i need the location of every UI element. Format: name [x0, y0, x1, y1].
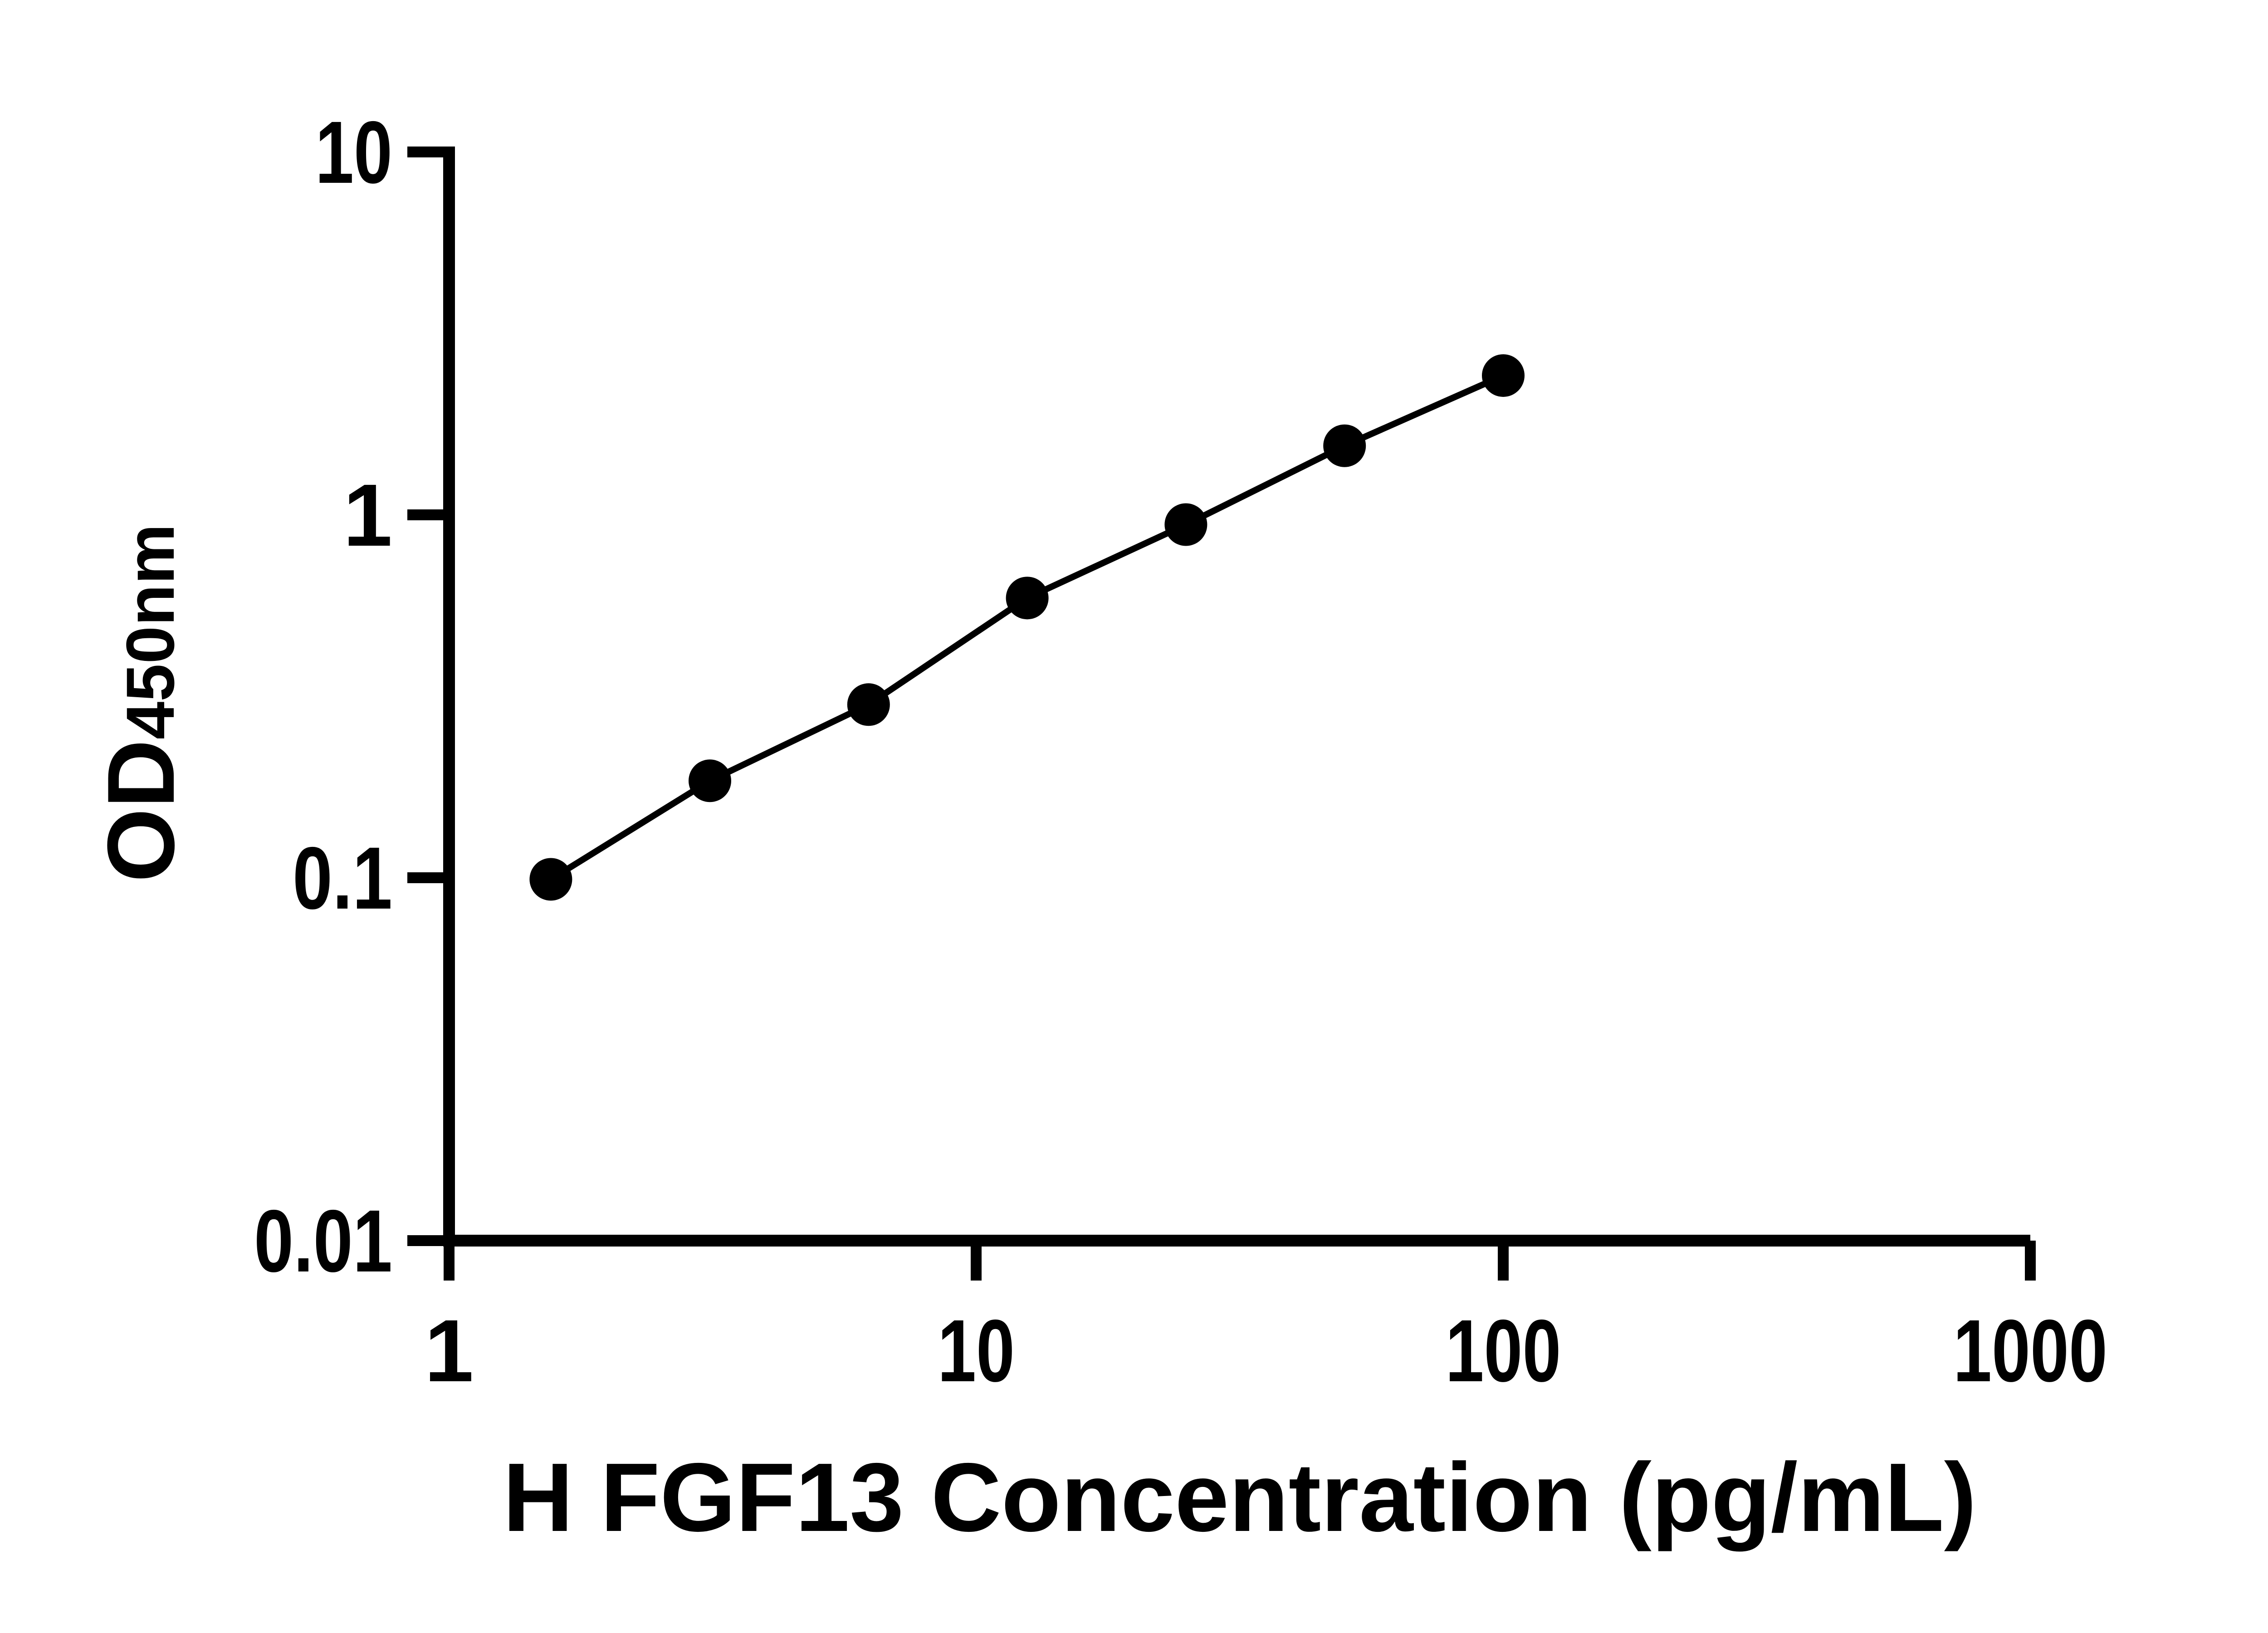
y-tick-label: 1 [343, 466, 392, 565]
data-point [1164, 503, 1207, 546]
x-tick-label: 1 [425, 1301, 474, 1400]
data-point [1323, 424, 1366, 467]
data-point [1482, 354, 1525, 397]
y-tick-label: 0.01 [254, 1192, 392, 1291]
x-axis-title: H FGF13 Concentration (pg/mL) [503, 1442, 1977, 1552]
x-tick-label: 1000 [1953, 1301, 2107, 1400]
x-tick-label: 100 [1446, 1301, 1561, 1400]
data-point [1006, 577, 1049, 620]
data-point [529, 858, 572, 901]
x-tick-label: 10 [938, 1301, 1015, 1400]
y-tick-label: 10 [315, 103, 392, 202]
data-point [847, 683, 890, 726]
y-axis-title: OD450nm [88, 524, 194, 882]
data-point [689, 759, 732, 802]
y-tick-label: 0.1 [293, 829, 392, 928]
